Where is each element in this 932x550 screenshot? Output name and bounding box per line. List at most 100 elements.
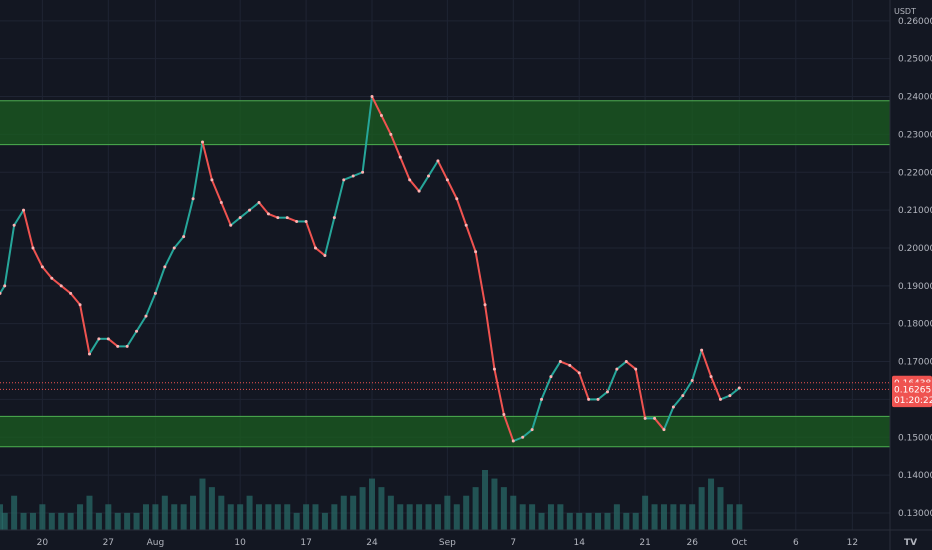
price-tag-label: 0.16265: [894, 385, 931, 395]
data-point: [379, 113, 383, 117]
data-point: [200, 140, 204, 144]
y-tick-label: 0.15000: [898, 433, 932, 443]
data-point: [266, 212, 270, 216]
x-tick-label: 24: [366, 538, 378, 548]
data-point: [370, 95, 374, 99]
price-segment: [258, 201, 270, 215]
volume-bar: [369, 478, 376, 530]
data-point: [577, 371, 581, 375]
price-segment: [729, 387, 740, 397]
price-segment: [286, 216, 298, 223]
volume-bar: [303, 504, 310, 530]
y-tick-label: 0.24000: [898, 93, 932, 103]
data-point: [596, 397, 600, 401]
volume-bar: [142, 504, 149, 530]
price-segment: [107, 338, 119, 348]
price-segment: [720, 394, 731, 401]
x-tick-label: 26: [686, 538, 698, 548]
data-point: [172, 246, 176, 250]
data-point: [332, 216, 336, 220]
price-segment: [230, 216, 241, 227]
volume-bar: [255, 504, 262, 530]
volume-bar: [171, 504, 178, 530]
volume-bar: [679, 504, 686, 530]
data-point: [662, 428, 666, 432]
price-tag: [892, 393, 932, 408]
data-point: [210, 178, 214, 182]
data-point: [135, 329, 139, 333]
data-point: [276, 216, 280, 220]
data-point: [587, 397, 591, 401]
volume-bar: [519, 504, 526, 530]
data-point: [97, 337, 101, 341]
data-point: [700, 348, 704, 352]
price-tag: [892, 382, 932, 397]
price-segment: [333, 179, 345, 218]
data-point: [718, 397, 722, 401]
volume-bar: [95, 512, 102, 530]
data-point: [22, 208, 26, 212]
currency-unit-label: USDT: [894, 7, 916, 16]
price-segment: [69, 292, 81, 306]
volume-bar: [472, 487, 479, 530]
volume-bar: [444, 495, 451, 530]
volume-bar: [529, 504, 536, 530]
x-tick-label: Oct: [732, 538, 748, 548]
x-tick-label: 6: [793, 538, 799, 548]
data-point: [50, 276, 54, 280]
volume-bar: [340, 495, 347, 530]
data-point: [530, 428, 534, 432]
price-tag-label: 01:20:22: [894, 396, 932, 406]
volume-bar: [265, 504, 272, 530]
volume-bar: [227, 504, 234, 530]
price-segment: [88, 338, 100, 355]
data-point: [483, 303, 487, 307]
price-segment: [653, 417, 665, 431]
price-segment: [3, 225, 16, 286]
volume-bar: [547, 504, 554, 530]
data-point: [474, 250, 478, 254]
y-tick-label: 0.26000: [898, 17, 932, 27]
data-point: [436, 159, 440, 163]
price-segment: [323, 217, 336, 256]
price-segment: [531, 399, 543, 430]
volume-bar: [604, 512, 611, 530]
data-point: [31, 246, 35, 250]
price-segment: [79, 304, 91, 355]
data-point: [125, 344, 129, 348]
volume-bar: [453, 504, 460, 530]
data-point: [728, 394, 732, 398]
data-point: [643, 416, 647, 420]
data-point: [78, 303, 82, 307]
price-segment: [437, 160, 449, 181]
volume-bar: [350, 495, 357, 530]
volume-bar: [105, 504, 112, 530]
volume-bar: [0, 504, 3, 530]
price-segment: [418, 175, 430, 192]
data-point: [455, 197, 459, 201]
price-segment: [389, 134, 402, 158]
data-point: [408, 178, 412, 182]
data-point: [144, 314, 148, 318]
volume-bar: [237, 504, 244, 530]
price-segment: [51, 277, 62, 287]
data-point: [568, 363, 572, 367]
y-tick-label: 0.25000: [898, 55, 932, 65]
data-point: [3, 284, 7, 288]
price-segment: [597, 391, 609, 401]
x-tick-label: 21: [639, 538, 650, 548]
volume-bar: [124, 512, 131, 530]
price-segment: [380, 115, 392, 135]
data-point: [398, 155, 402, 159]
volume-bar: [595, 512, 602, 530]
data-point: [671, 405, 675, 409]
volume-bar: [293, 512, 300, 530]
volume-bar: [736, 504, 743, 530]
price-segment: [559, 360, 571, 367]
tradingview-logo: TV: [904, 538, 917, 548]
volume-bar: [689, 504, 696, 530]
data-point: [40, 265, 44, 269]
data-point: [615, 367, 619, 371]
